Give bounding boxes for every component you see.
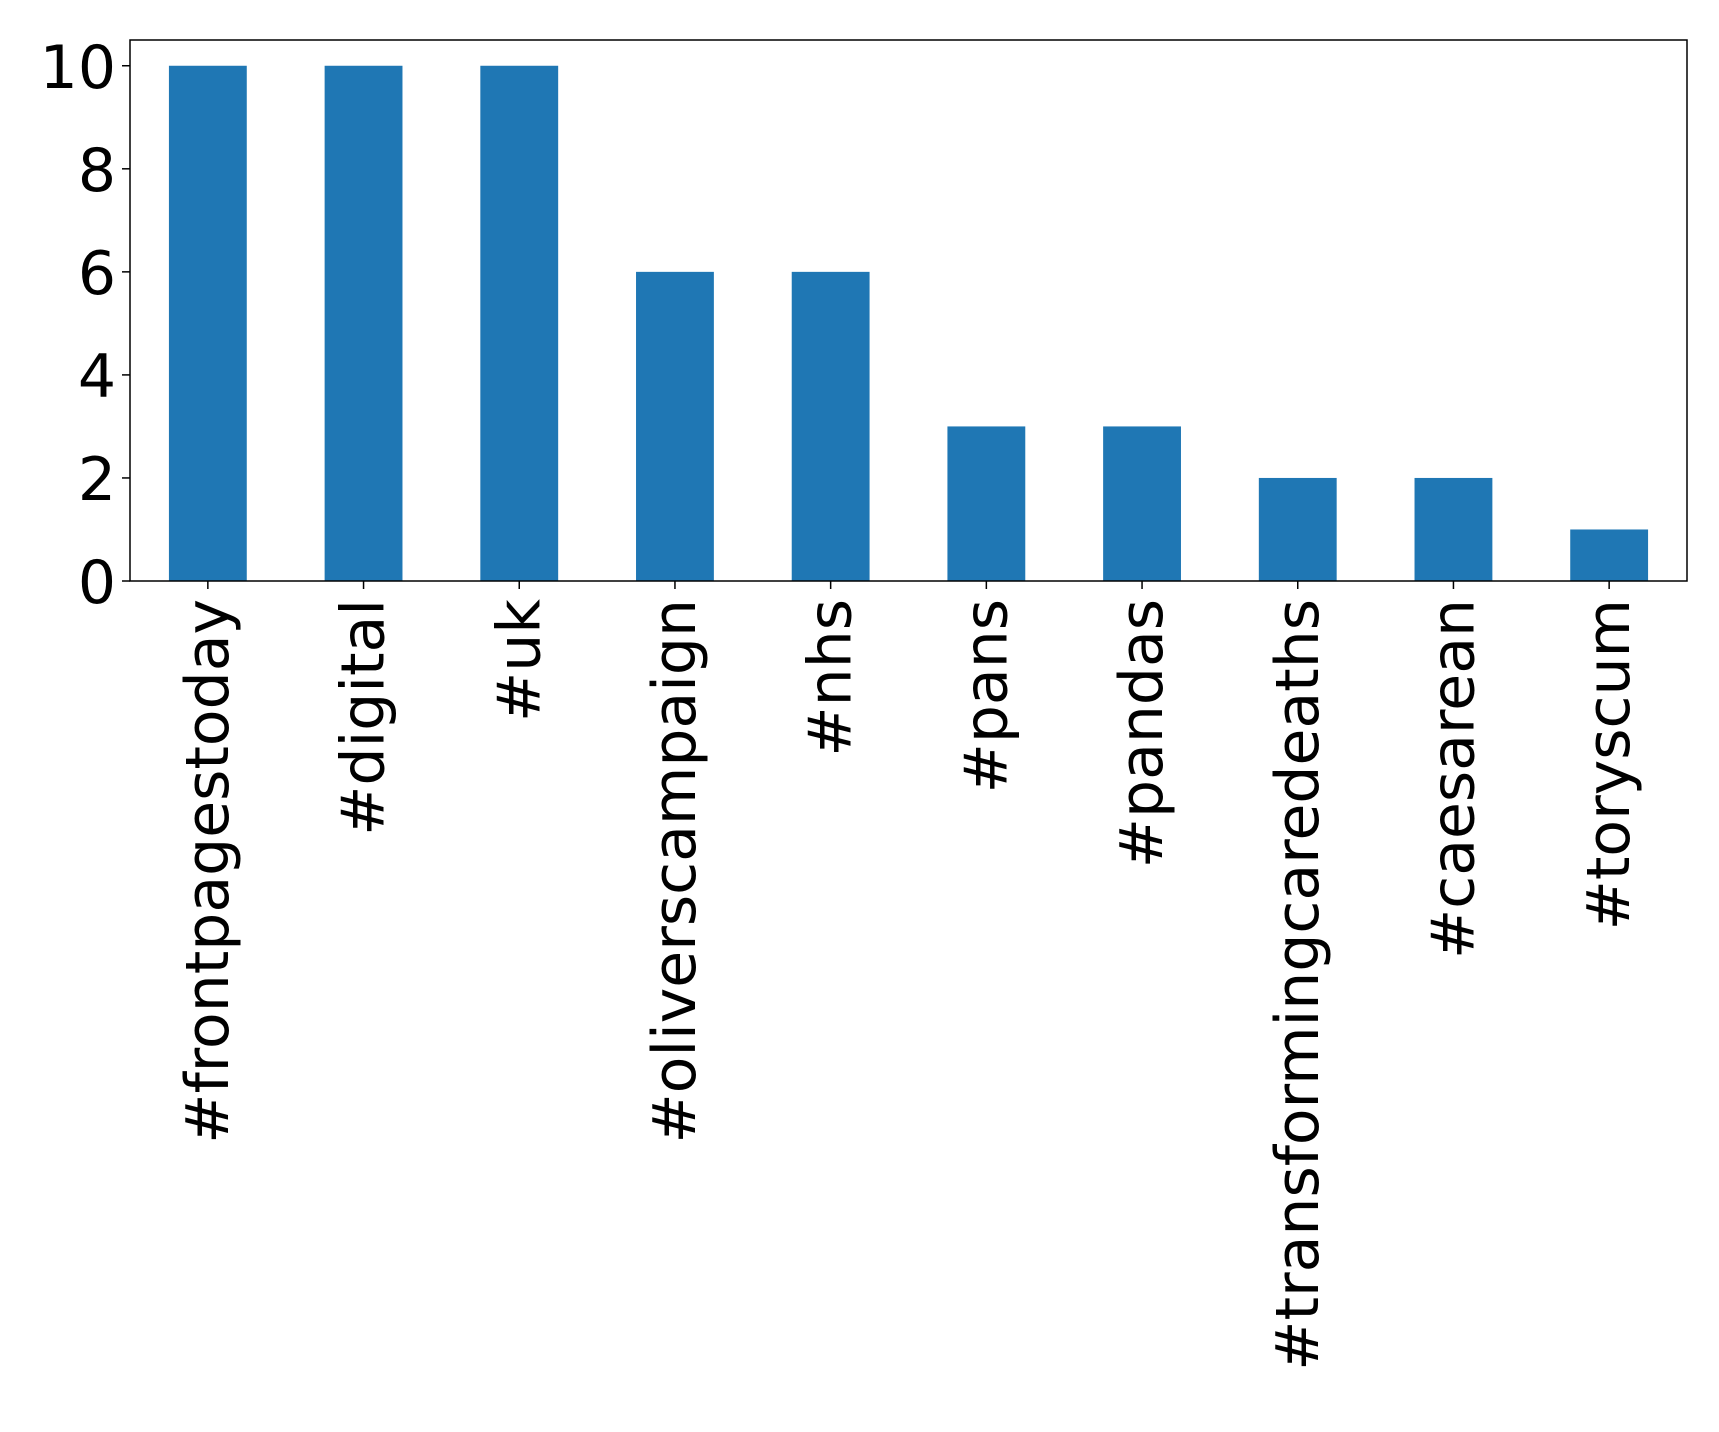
bar-0 [168,65,247,581]
plot-frame [129,39,1688,582]
x-tick-label-7: #transformingcaredeaths [1263,599,1333,1371]
y-tick-label-3: 6 [78,239,116,309]
x-tick-label-0: #frontpagestoday [173,599,243,1144]
y-tick-label-0: 0 [78,548,116,618]
bar-2 [480,65,559,581]
bar-9 [1570,529,1649,581]
x-tick-label-2: #uk [484,599,554,722]
y-tick-label-5: 10 [40,33,116,103]
x-tick-label-4: #nhs [796,599,866,757]
bar-6 [1103,426,1181,581]
y-tick-label-4: 8 [78,136,116,206]
bar-5 [947,426,1026,581]
x-tick-label-9: #toryscum [1574,599,1644,930]
x-tick-label-8: #caesarean [1418,599,1488,959]
y-tick-label-1: 2 [78,445,116,515]
bar-1 [324,65,403,581]
bar-3 [636,271,714,581]
bar-7 [1258,477,1337,581]
x-tick-label-5: #pans [951,599,1021,793]
x-tick-label-6: #pandas [1107,599,1177,868]
bars-group [168,65,1649,581]
bar-8 [1414,477,1493,581]
bar-4 [791,271,870,581]
x-tick-label-1: #digital [329,599,399,836]
y-tick-label-2: 4 [78,342,116,412]
x-tick-label-3: #oliverscampaign [640,599,710,1144]
y-axis: 0 2 4 6 8 10 [40,33,130,618]
x-axis: #frontpagestoday #digital #uk #oliverscampa… [173,581,1644,1371]
